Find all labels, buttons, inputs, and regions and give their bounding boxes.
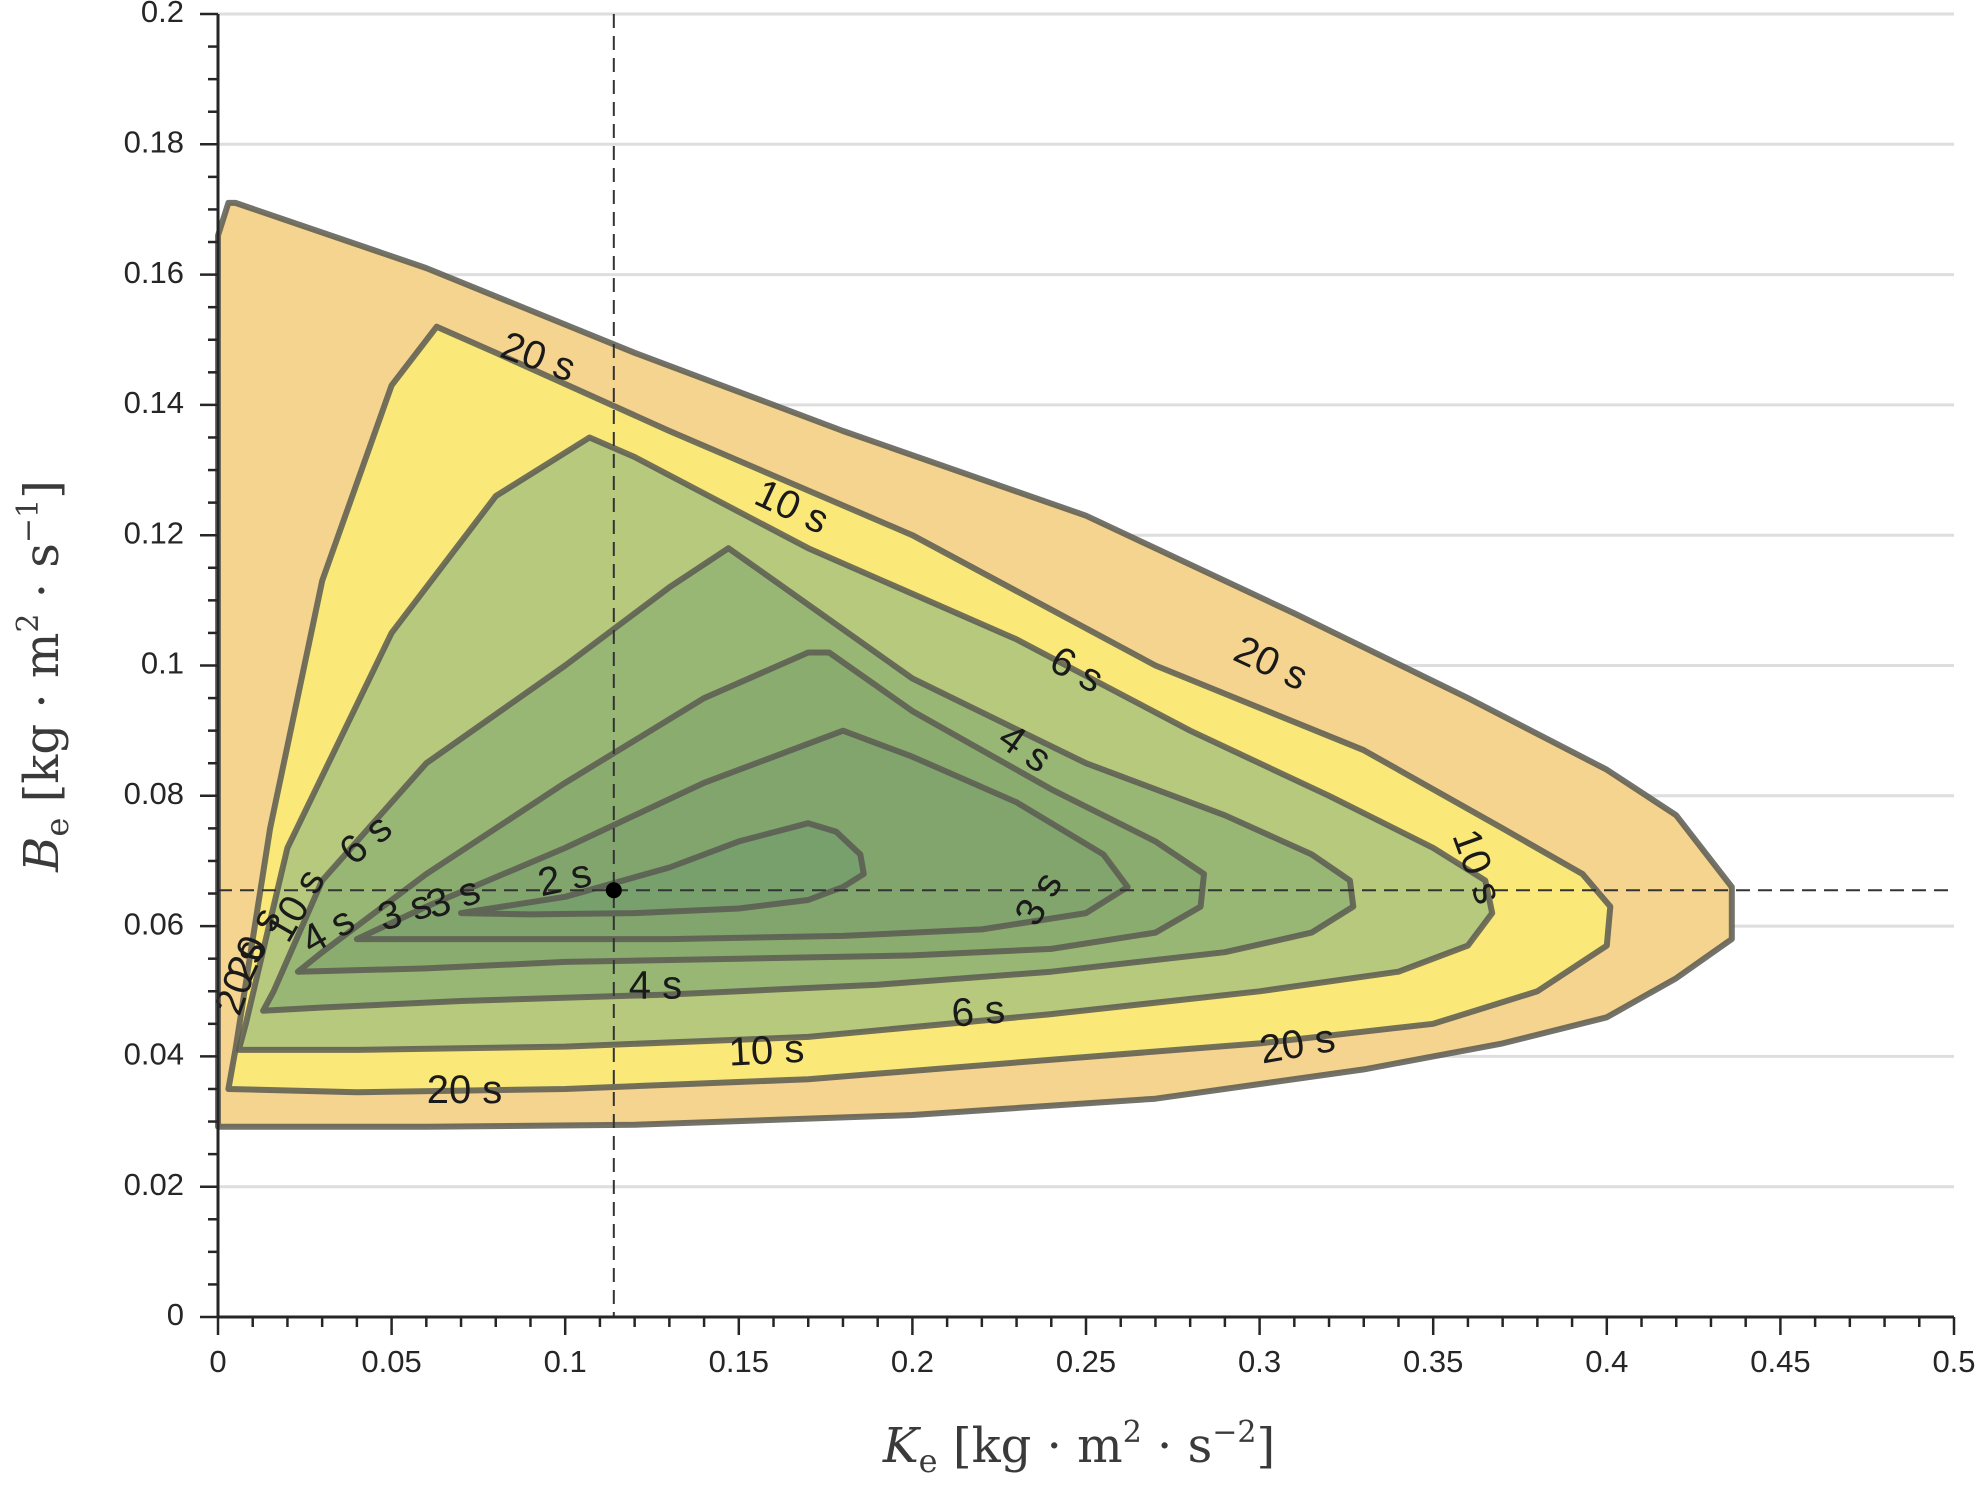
x-tick-label: 0.5 [1932,1344,1975,1379]
x-axis-bracket-open: [ [938,1418,972,1474]
y-axis-symbol: B [14,837,70,873]
y-tick-label: 0.04 [124,1037,184,1072]
y-tick-label: 0.02 [124,1167,184,1202]
contour-region-2s [458,820,867,918]
y-tick-label: 0.08 [124,776,184,811]
x-tick-label: 0.3 [1238,1344,1281,1379]
y-tick-label: 0.14 [124,385,184,420]
contour-label: 20 s [427,1068,503,1112]
y-tick-label: 0.18 [124,124,184,159]
y-axis-unit-mid: · s [14,543,70,613]
y-tick-label: 0 [167,1297,184,1332]
y-axis-unit-sup1: 2 [11,613,46,632]
y-axis-unit-base: kg · m [14,633,70,784]
x-axis-subscript: e [919,1442,938,1480]
contour-label: 2 s [534,851,595,905]
contour-region-3s [353,727,1131,943]
contour-label: 4 s [629,964,682,1008]
x-tick-label: 0.25 [1056,1344,1116,1379]
y-tick-label: 0.2 [141,0,184,29]
x-axis-bracket-close: ] [1256,1418,1275,1474]
x-tick-label: 0.4 [1585,1344,1628,1379]
y-axis-unit-sup2: −1 [11,499,46,543]
y-tick-label: 0.1 [141,646,184,681]
x-axis-label: Ke [kg · m2 · s−2] [882,1415,1275,1480]
x-tick-label: 0 [209,1344,226,1379]
x-tick-label: 0.05 [361,1344,421,1379]
x-axis-symbol: K [882,1418,922,1474]
y-axis-label: Be [kg · m2 · s−1] [11,480,76,873]
reference-lines [218,14,1954,1317]
y-tick-label: 0.12 [124,515,184,550]
axes: 0 0.05 0.1 0.15 0.2 0.25 0.3 0.35 0.4 0.45 0.5 0 0.0… [124,0,1976,1379]
x-tick-label: 0.35 [1403,1344,1463,1379]
optimum-marker [605,882,622,899]
x-tick-label: 0.1 [544,1344,587,1379]
x-axis-unit-sup2: −2 [1212,1415,1256,1450]
x-tick-label: 0.2 [891,1344,934,1379]
y-axis-bracket-close: ] [14,480,70,499]
y-axis-subscript: e [38,818,76,837]
y-axis-bracket-open: [ [14,784,70,818]
y-tick-label: 0.16 [124,255,184,290]
x-tick-label: 0.45 [1750,1344,1810,1379]
x-axis-unit-base: kg · m [972,1418,1123,1474]
contour-layer [215,199,1735,1130]
y-tick-label: 0.06 [124,906,184,941]
x-axis-unit-mid: · s [1142,1418,1212,1474]
contour-label: 10 s [728,1027,806,1075]
contour-label: 6 s [950,987,1007,1035]
x-tick-label: 0.15 [709,1344,769,1379]
x-axis-unit-sup1: 2 [1123,1415,1142,1450]
